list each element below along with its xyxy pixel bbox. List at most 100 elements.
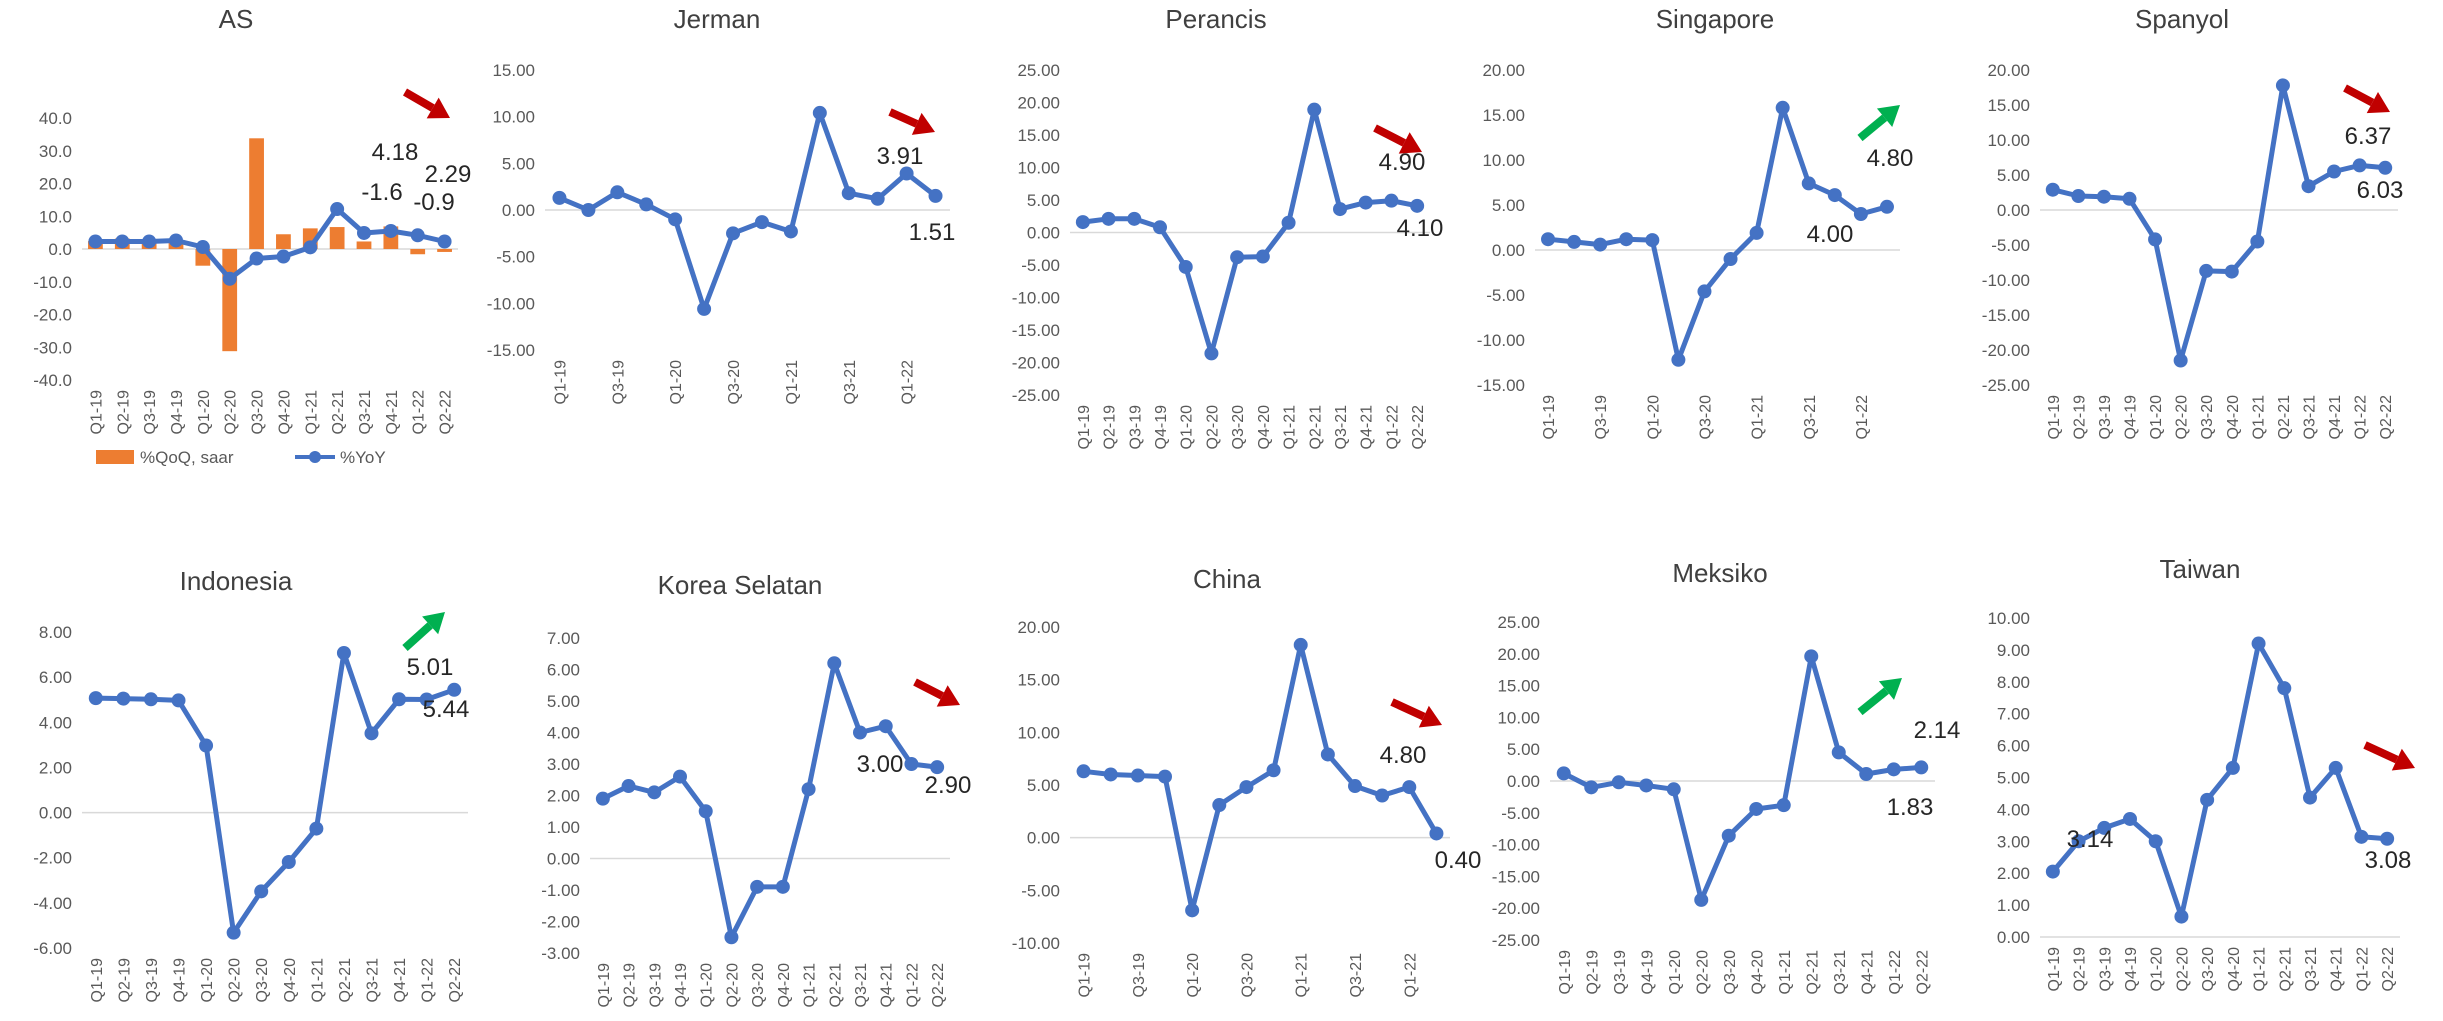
- x-tick-label: Q3-19: [610, 360, 627, 405]
- y-tick-label: 5.00: [1027, 191, 1060, 210]
- y-tick-label: 20.00: [1482, 61, 1525, 80]
- data-point: [1320, 747, 1335, 762]
- data-label: 4.10: [1397, 215, 1444, 242]
- x-tick-label: Q1-19: [88, 390, 105, 435]
- data-point: [2045, 182, 2060, 197]
- x-tick-label: Q1-19: [596, 963, 613, 1008]
- data-point: [2122, 191, 2137, 206]
- data-point: [2327, 164, 2342, 179]
- arrow-shaft: [2343, 84, 2375, 107]
- data-point: [595, 791, 610, 806]
- data-point: [309, 821, 324, 836]
- trend-up-arrow-icon: [1857, 678, 1902, 716]
- y-tick-label: -10.00: [1492, 836, 1540, 855]
- data-point: [853, 725, 867, 740]
- x-tick-label: Q3-21: [365, 958, 382, 1003]
- x-tick-label: Q1-19: [89, 958, 106, 1003]
- y-tick-label: 20.0: [39, 175, 72, 194]
- arrow-shaft: [402, 88, 435, 112]
- data-point: [1593, 237, 1608, 252]
- y-tick-label: 9.00: [1997, 641, 2030, 660]
- data-point: [2328, 760, 2343, 775]
- y-tick-label: 6.00: [39, 668, 72, 687]
- x-tick-label: Q3-19: [144, 958, 161, 1003]
- data-label: 2.14: [1914, 717, 1961, 744]
- x-tick-label: Q4-20: [776, 963, 793, 1008]
- y-tick-label: -20.00: [1492, 899, 1540, 918]
- data-point: [1556, 766, 1571, 781]
- data-point: [1076, 764, 1091, 779]
- data-point: [1101, 211, 1116, 226]
- data-point: [2378, 160, 2393, 175]
- y-tick-label: -1.00: [541, 881, 580, 900]
- bar-qoq: [437, 249, 452, 252]
- y-tick-label: 5.00: [1997, 769, 2030, 788]
- y-tick-label: 5.00: [1027, 776, 1060, 795]
- data-point: [726, 226, 741, 241]
- y-tick-label: -2.00: [541, 913, 580, 932]
- x-tick-label: Q1-19: [2046, 395, 2063, 440]
- y-tick-label: -15.00: [487, 341, 535, 360]
- data-point: [841, 186, 856, 201]
- x-tick-label: Q1-22: [420, 958, 437, 1003]
- y-tick-label: 30.0: [39, 142, 72, 161]
- data-point: [281, 855, 296, 870]
- x-tick-label: Q3-21: [1348, 953, 1365, 998]
- x-tick-label: Q2-22: [2380, 947, 2397, 992]
- y-tick-label: 15.00: [492, 61, 535, 80]
- x-tick-label: Q3-20: [2199, 395, 2216, 440]
- bar-qoq: [222, 249, 238, 352]
- data-point: [2380, 831, 2395, 846]
- x-tick-label: Q2-22: [2378, 395, 2395, 440]
- legend-swatch-marker: [309, 451, 321, 463]
- arrow-head: [422, 612, 445, 635]
- data-point: [1266, 763, 1281, 778]
- chart-title: Singapore: [1656, 4, 1775, 34]
- x-tick-label: Q1-20: [2149, 947, 2166, 992]
- x-tick-label: Q2-20: [227, 958, 244, 1003]
- trend-down-arrow-icon: [1390, 698, 1442, 728]
- data-point: [2123, 811, 2137, 826]
- x-tick-label: Q4-20: [2226, 947, 2243, 992]
- x-tick-label: Q4-21: [2329, 947, 2346, 992]
- x-tick-label: Q1-22: [2354, 947, 2371, 992]
- arrow-head: [1876, 105, 1900, 127]
- data-point: [1103, 767, 1118, 782]
- data-point: [1255, 249, 1270, 264]
- y-tick-label: 8.00: [1997, 673, 2030, 692]
- x-tick-label: Q2-22: [438, 390, 455, 435]
- x-tick-label: Q1-22: [2353, 395, 2370, 440]
- data-point: [437, 234, 452, 249]
- data-point: [1429, 826, 1444, 841]
- x-tick-label: Q3-19: [1127, 405, 1144, 450]
- y-tick-label: 0.00: [1997, 201, 2030, 220]
- data-label: -0.9: [413, 189, 454, 216]
- x-tick-label: Q3-20: [2200, 947, 2217, 992]
- data-point: [1879, 199, 1894, 214]
- x-tick-label: Q1-22: [904, 963, 921, 1008]
- data-point: [2071, 834, 2086, 849]
- x-tick-label: Q2-19: [2072, 947, 2089, 992]
- y-tick-label: 10.00: [1987, 131, 2030, 150]
- chart-china: China 20.00 15.00 10.00 5.00 0.00 -5.00 -10.00 Q…: [1012, 564, 1482, 997]
- arrow-shaft: [2363, 741, 2399, 764]
- chart-title: Taiwan: [2160, 554, 2241, 584]
- x-tick-label: Q4-20: [1256, 405, 1273, 450]
- data-point: [303, 240, 318, 255]
- chart-jerman: Jerman 15.00 10.00 5.00 0.00 -5.00 -10.00 -15.0…: [487, 4, 956, 404]
- data-point: [2354, 829, 2369, 844]
- x-tick-label: Q1-19: [1076, 405, 1093, 450]
- data-label: 4.90: [1379, 149, 1426, 176]
- x-tick-label: Q3-20: [726, 360, 743, 405]
- y-tick-label: -5.00: [1991, 236, 2030, 255]
- x-tick-label: Q1-21: [309, 958, 326, 1003]
- y-tick-label: 0.00: [1027, 224, 1060, 243]
- data-point: [2277, 681, 2292, 696]
- x-tick-label: Q4-20: [276, 390, 293, 435]
- data-point: [88, 234, 103, 249]
- trend-up-arrow-icon: [1857, 105, 1900, 142]
- data-point: [199, 738, 214, 753]
- data-point: [1666, 782, 1681, 797]
- y-tick-label: -5.00: [1021, 881, 1060, 900]
